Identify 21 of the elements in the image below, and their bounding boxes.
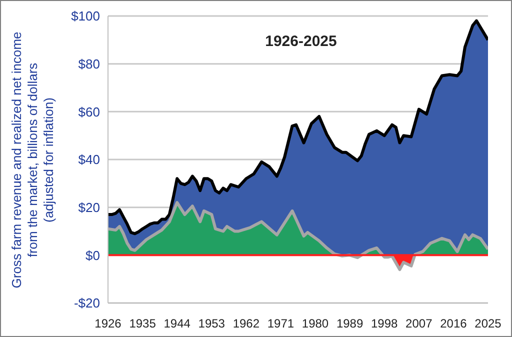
x-tick-label: 1953 [198,316,226,331]
y-tick-label: $20 [78,200,100,215]
x-tick-label: 1935 [129,316,156,331]
x-tick-label: 1980 [302,316,329,331]
x-tick-label: 1989 [336,316,364,331]
y-tick-label: -$20 [74,296,100,311]
x-tick-label: 1962 [232,316,260,331]
y-tick-label: $60 [78,104,100,120]
x-tick-label: 1971 [267,316,294,331]
y-axis-title: Gross farm revenue and realized net income from the market, billions of dollars (adjusted for inflation) [9,32,56,288]
y-tick-label: $0 [86,248,100,263]
y-tick-label: $80 [78,56,100,72]
y-tick-label: $100 [71,8,100,24]
x-tick-label: 2016 [440,316,468,331]
x-tick-label: 2025 [474,316,502,331]
x-tick-label: 2007 [406,316,433,331]
x-tick-label: 1998 [371,316,398,331]
text: 1926-2025 [265,33,337,50]
y-tick-label: $40 [78,152,100,168]
x-tick-label: 1944 [164,316,191,331]
x-tick-label: 1926 [94,316,122,331]
